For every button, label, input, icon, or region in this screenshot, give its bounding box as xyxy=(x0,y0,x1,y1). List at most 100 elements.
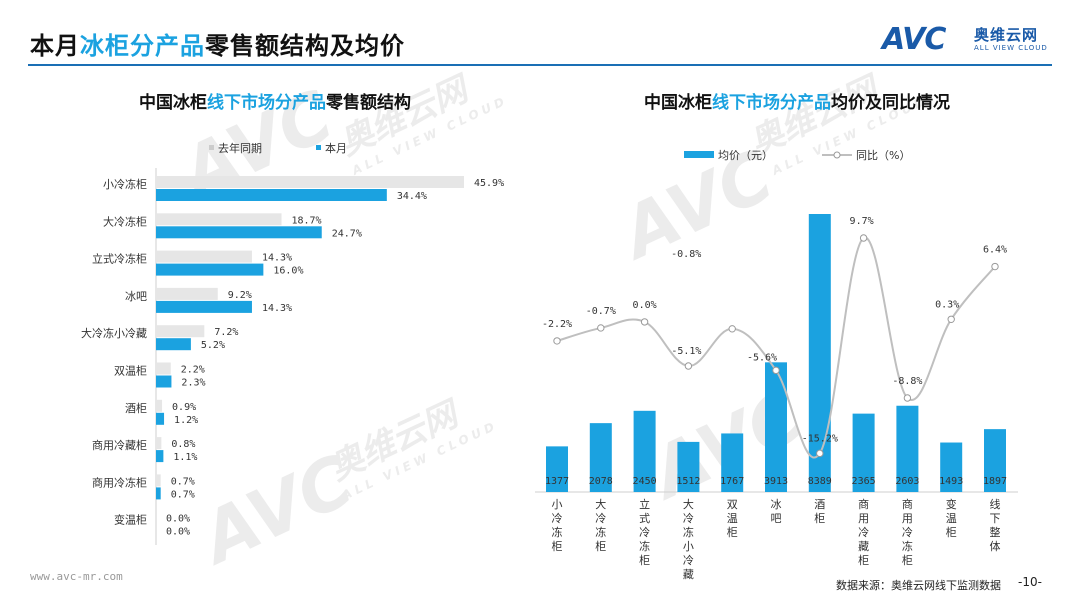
bar-current xyxy=(156,338,191,351)
price-bar-label: 1493 xyxy=(939,476,963,487)
yoy-marker xyxy=(640,318,649,326)
legend-label-price: 均价（元） xyxy=(718,149,773,162)
category-char: 立 xyxy=(639,497,650,511)
bar-current xyxy=(156,226,322,239)
bar-prior xyxy=(156,437,162,450)
category-label: 大冷冻柜 xyxy=(103,214,147,228)
price-bar xyxy=(633,410,656,492)
price-bar-label: 2450 xyxy=(633,476,657,487)
bar-label-current: 2.3% xyxy=(181,378,205,389)
yoy-marker xyxy=(772,366,780,375)
bar-label-current: 0.7% xyxy=(171,489,195,500)
category-char: 冷 xyxy=(683,512,694,525)
chart-title-part: 线下市场分产品 xyxy=(207,92,326,113)
category-char: 酒 xyxy=(814,498,825,511)
category-char: 冷 xyxy=(639,526,650,539)
yoy-label: 0.3% xyxy=(935,299,959,310)
category-char: 用 xyxy=(902,512,913,525)
bar-label-prior: 0.8% xyxy=(171,439,195,450)
bar-label-current: 0.0% xyxy=(166,527,190,538)
price-bar xyxy=(984,429,1006,492)
category-char: 冷 xyxy=(595,512,606,525)
category-char: 冻 xyxy=(902,539,913,553)
category-label: 变温柜 xyxy=(946,497,957,539)
category-char: 藏 xyxy=(683,568,694,581)
bar-current xyxy=(156,189,387,201)
category-char: 柜 xyxy=(595,540,606,553)
bar-current xyxy=(156,450,164,463)
category-char: 冻 xyxy=(552,525,563,539)
category-label: 商用冷藏柜 xyxy=(92,438,147,452)
category-char: 冷 xyxy=(683,554,694,567)
category-label: 商用冷冻柜 xyxy=(902,497,913,567)
category-char: 柜 xyxy=(902,554,913,567)
category-char: 小 xyxy=(552,498,563,511)
bar-label-current: 1.2% xyxy=(174,415,198,426)
bar-label-current: 34.4% xyxy=(397,191,427,202)
chart-title: 中国冰柜线下市场分产品零售额结构 xyxy=(139,92,411,113)
category-char: 温 xyxy=(946,512,957,525)
category-label: 冰吧 xyxy=(771,498,782,525)
category-label: 商用冷冻柜 xyxy=(92,475,147,489)
chart-title-part: 零售额结构 xyxy=(325,92,411,113)
page-title-highlight: 冰柜分产品 xyxy=(80,32,205,60)
bar-label-prior: 18.7% xyxy=(291,215,321,226)
category-label: 双温柜 xyxy=(727,498,738,539)
category-char: 变 xyxy=(946,497,957,511)
yoy-marker xyxy=(597,324,605,332)
category-label: 小冷冻柜 xyxy=(552,498,563,553)
category-char: 柜 xyxy=(858,554,869,567)
category-char: 式 xyxy=(639,512,650,525)
category-char: 冷 xyxy=(902,526,913,539)
category-char: 冷 xyxy=(552,512,563,525)
category-char: 冷 xyxy=(858,526,869,539)
category-char: 线 xyxy=(990,497,1001,511)
category-char: 温 xyxy=(727,512,738,525)
price-bar-label: 1377 xyxy=(545,476,569,487)
price-bar xyxy=(677,441,700,492)
category-char: 柜 xyxy=(946,526,957,539)
category-label: 酒柜 xyxy=(814,498,825,525)
bar-current xyxy=(156,300,252,313)
bar-prior xyxy=(156,474,161,487)
bar-label-current: 5.2% xyxy=(201,340,225,351)
category-label: 大冷冻柜 xyxy=(595,497,606,553)
category-char: 商 xyxy=(902,497,913,511)
chart-title: 中国冰柜线下市场分产品均价及同比情况 xyxy=(644,92,950,113)
price-bar xyxy=(765,362,787,492)
yoy-marker xyxy=(684,362,693,370)
category-char: 藏 xyxy=(858,540,869,553)
price-bar-label: 1512 xyxy=(676,476,700,487)
price-bar-label: 2078 xyxy=(589,476,613,487)
bar-prior xyxy=(156,399,163,412)
bar-label-prior: 9.2% xyxy=(228,290,252,301)
logo-cn: 奥维云网 xyxy=(974,26,1039,44)
price-bar xyxy=(896,405,919,492)
yoy-label: -0.7% xyxy=(586,306,616,317)
bar-label-prior: 2.2% xyxy=(181,365,205,376)
bar-label-prior: 0.7% xyxy=(171,476,195,487)
category-char: 柜 xyxy=(552,540,563,553)
yoy-label: 9.7% xyxy=(850,216,874,227)
logo-en: ALL VIEW CLOUD xyxy=(974,44,1048,52)
yoy-label: -15.2% xyxy=(802,433,838,444)
page-title-pre: 本月 xyxy=(30,32,80,60)
category-label: 立式冷冻柜 xyxy=(639,497,650,567)
bar-current xyxy=(156,375,172,388)
price-bar-label: 2603 xyxy=(895,476,919,487)
category-label: 线下整体 xyxy=(990,497,1001,553)
category-label: 商用冷藏柜 xyxy=(858,497,869,567)
bar-prior xyxy=(156,287,218,300)
price-bar xyxy=(852,413,875,492)
page-title: 本月冰柜分产品零售额结构及均价 xyxy=(30,26,405,61)
category-char: 吧 xyxy=(771,512,782,525)
chart-title-part: 线下市场分产品 xyxy=(712,92,831,113)
category-char: 用 xyxy=(858,512,869,525)
price-bar-label: 8389 xyxy=(808,476,832,487)
category-char: 小 xyxy=(683,540,694,553)
bar-current xyxy=(156,263,264,276)
bar-prior xyxy=(156,362,171,375)
category-label: 变温柜 xyxy=(114,513,147,527)
